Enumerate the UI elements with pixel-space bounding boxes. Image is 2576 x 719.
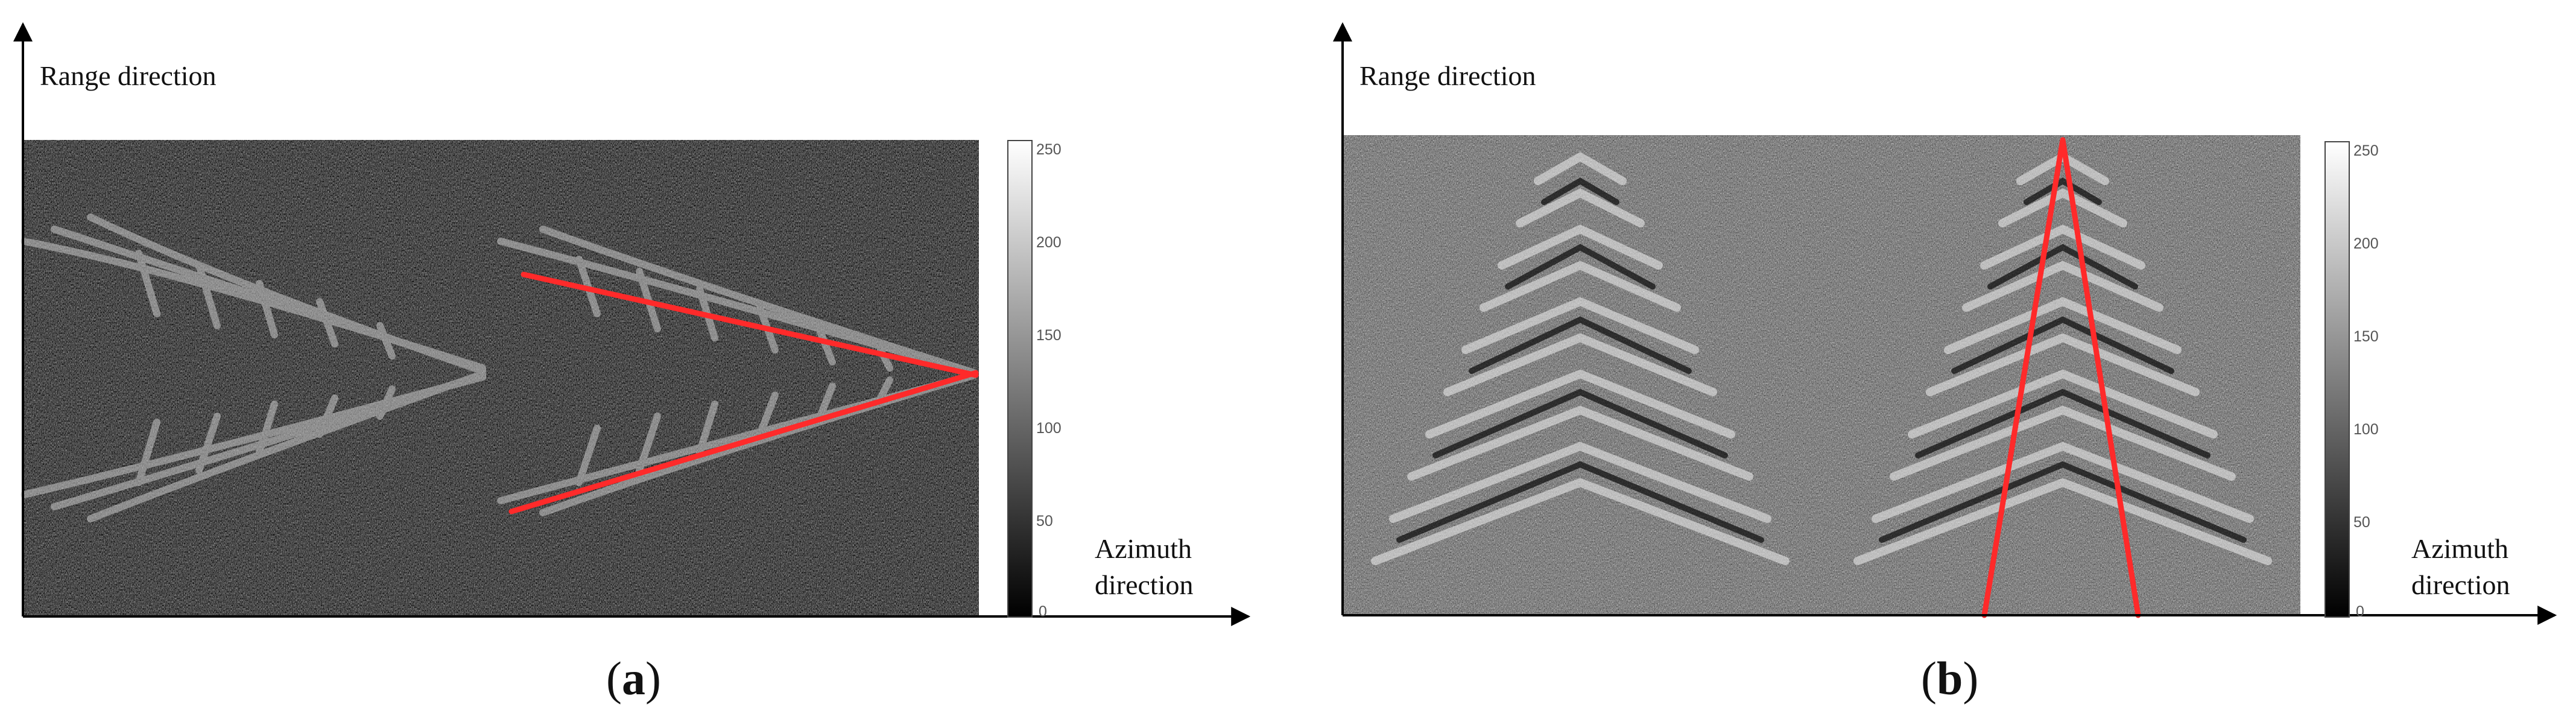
colorbar-b [2324, 141, 2350, 618]
azimuth-direction-label-b-line1: Azimuth [2411, 533, 2508, 564]
colorbar-a-tick: 250 [1036, 141, 1062, 158]
range-direction-label-b: Range direction [1359, 60, 1536, 91]
colorbar-a-tick: 50 [1036, 513, 1053, 530]
colorbar-b-tick: 50 [2353, 514, 2370, 531]
colorbar-a-tick: 0 [1039, 603, 1047, 620]
axes-b [1333, 22, 2557, 625]
colorbar-a-tick: 200 [1036, 234, 1062, 251]
axes-a [13, 22, 1251, 626]
azimuth-direction-label-a-line1: Azimuth [1095, 533, 1192, 564]
colorbar-b-tick: 100 [2353, 421, 2379, 438]
annotation-lines-a [508, 271, 979, 515]
range-direction-label-a: Range direction [40, 60, 217, 91]
colorbar-a [1007, 140, 1033, 618]
colorbar-b-tick: 200 [2353, 235, 2379, 252]
colorbar-b-tick: 0 [2356, 603, 2364, 620]
subfigure-caption-b: (b) [1921, 652, 1979, 705]
sar-image-a [21, 140, 979, 616]
colorbar-a-tick: 150 [1036, 327, 1062, 344]
annotation-lines-b [1981, 137, 2141, 618]
colorbar-b-tick: 150 [2353, 328, 2379, 345]
sar-image-b [1343, 135, 2300, 618]
subfigure-caption-a: (a) [606, 652, 661, 705]
azimuth-direction-label-a-line2: direction [1095, 569, 1194, 600]
azimuth-direction-label-b-line2: direction [2411, 569, 2510, 600]
colorbar-b-tick: 250 [2353, 142, 2379, 159]
colorbar-a-tick: 100 [1036, 420, 1062, 437]
